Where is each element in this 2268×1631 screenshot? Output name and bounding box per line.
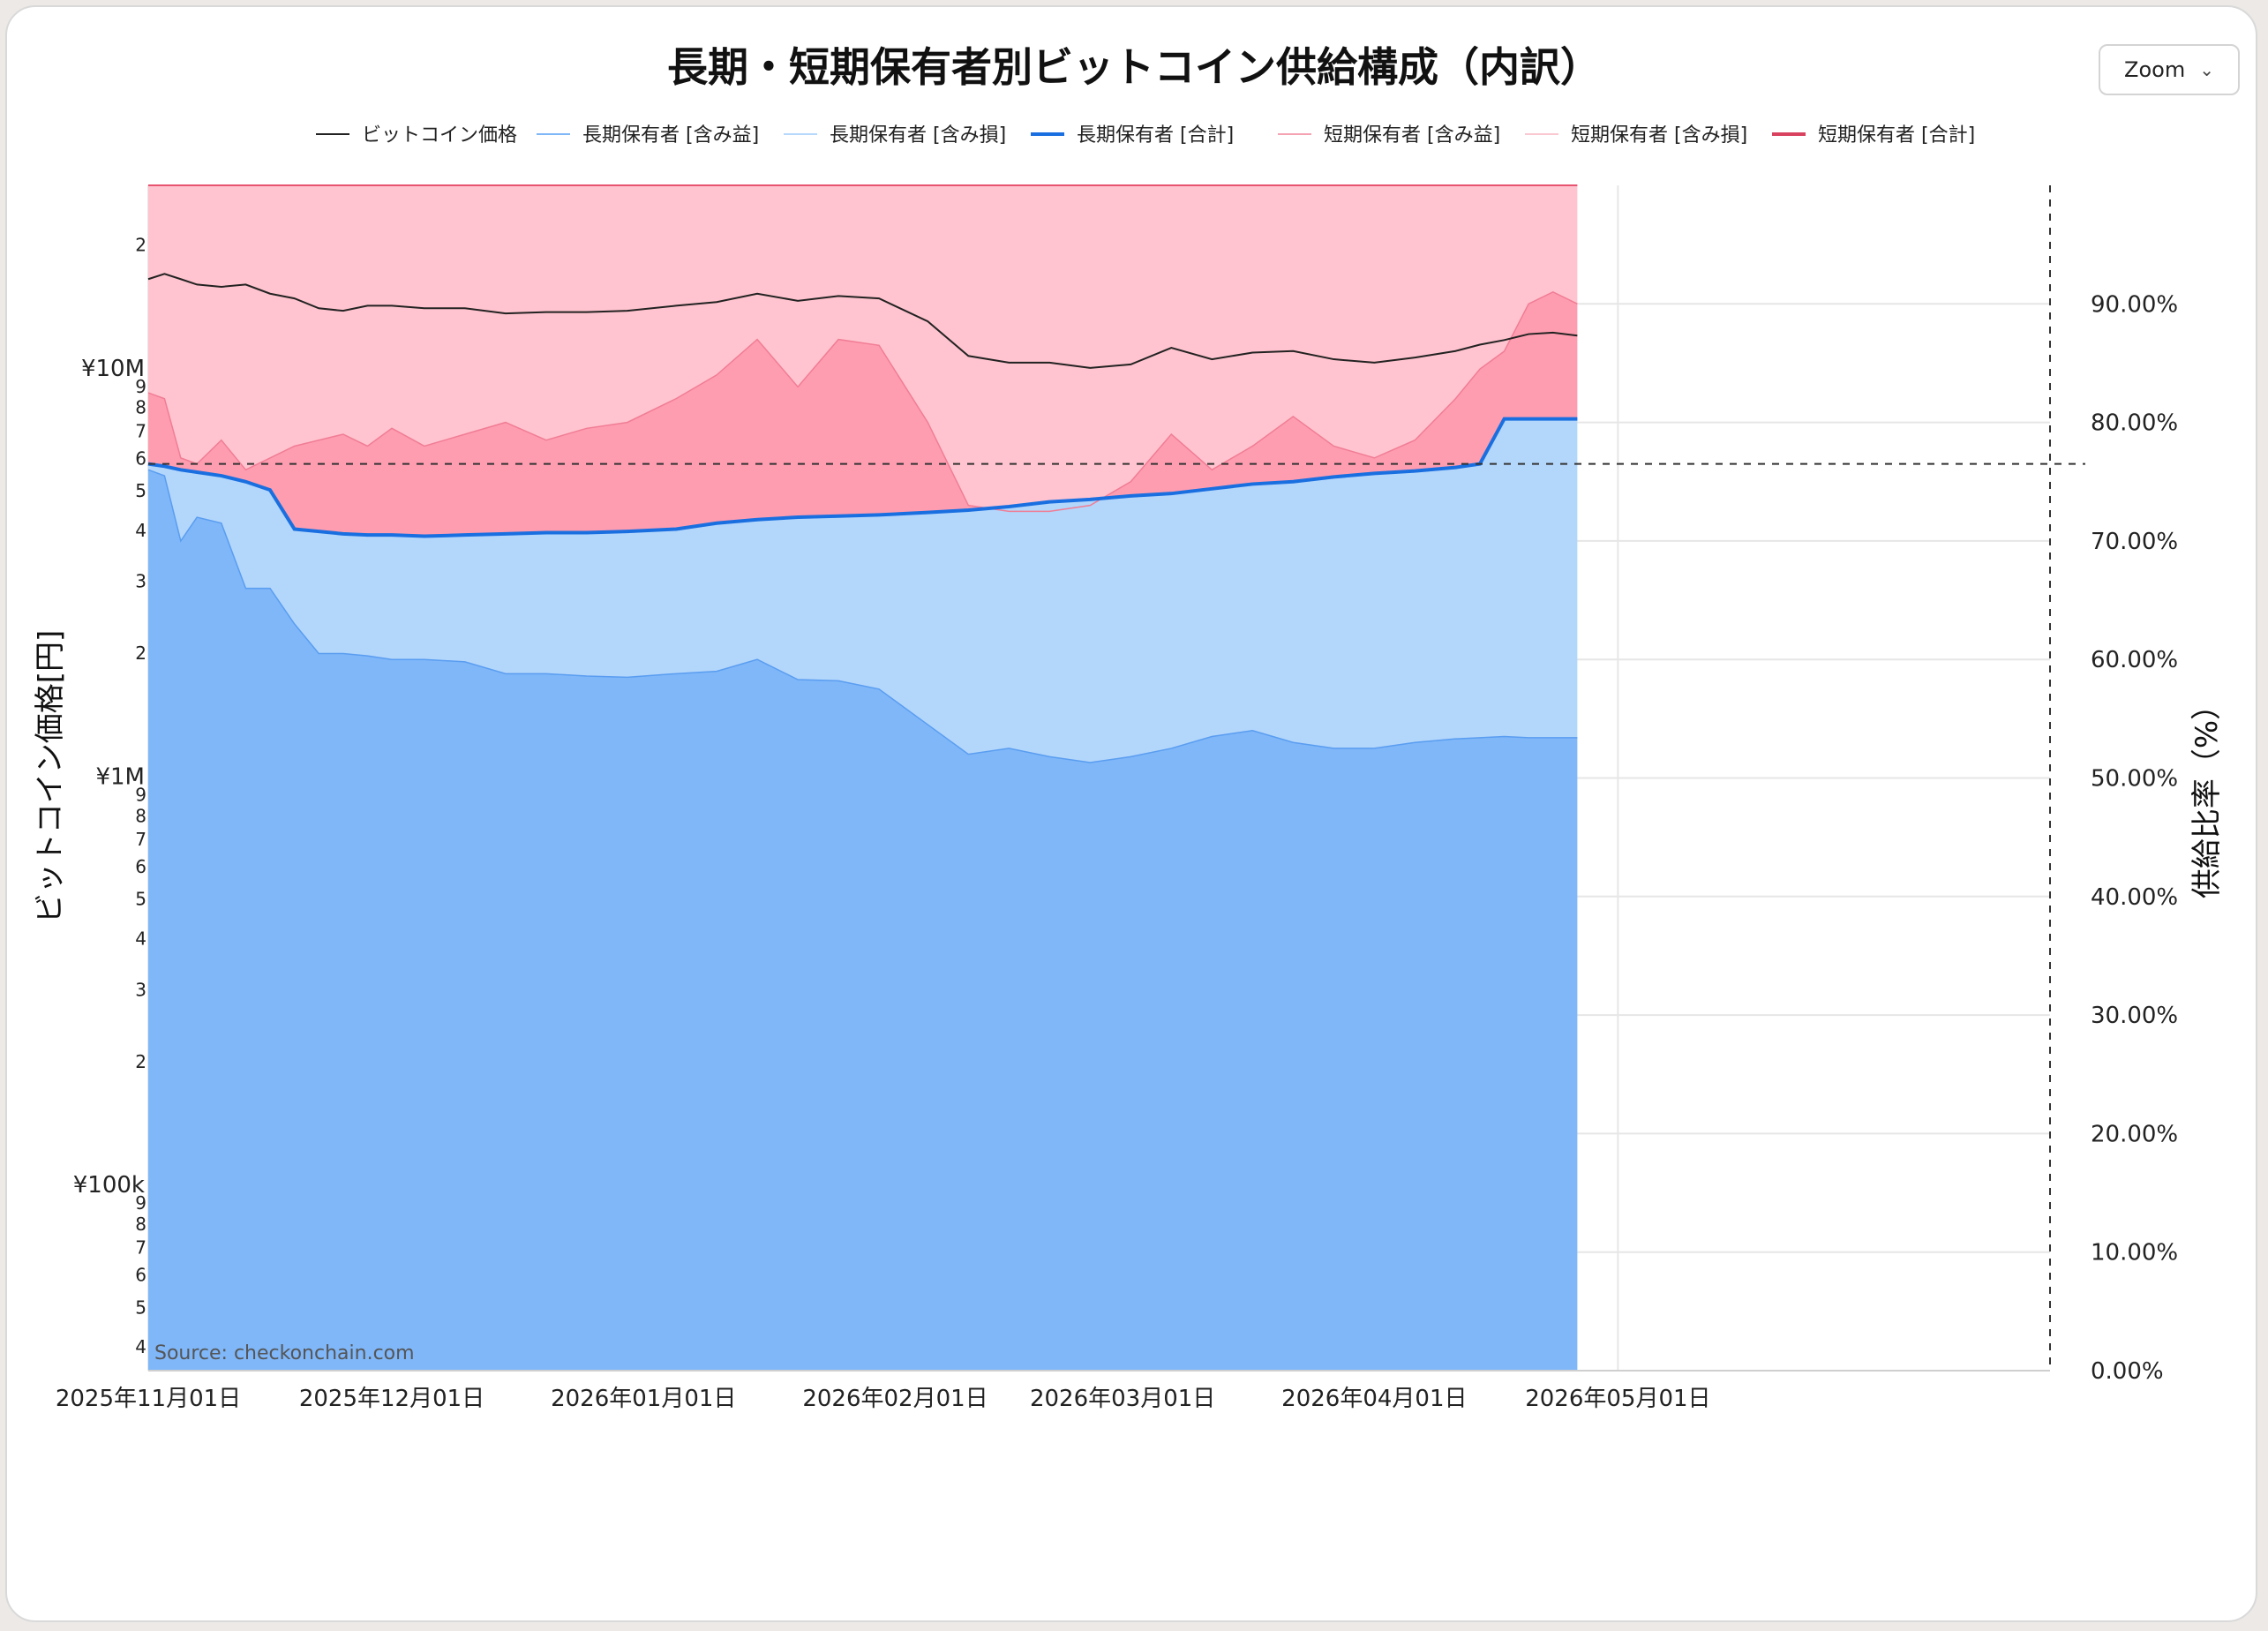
y-left-minor-tick-label: 9 bbox=[135, 1192, 146, 1214]
lth-loss-area bbox=[148, 418, 1578, 763]
y-left-minor-tick-label: 7 bbox=[135, 829, 146, 850]
y-left-tick-label: ¥10M bbox=[81, 356, 145, 382]
y-left-minor-tick-label: 3 bbox=[135, 979, 146, 1000]
y-left-minor-tick-label: 5 bbox=[135, 480, 146, 501]
y-left-minor-tick-label: 6 bbox=[135, 447, 146, 469]
x-tick-label: 2026年01月01日 bbox=[551, 1386, 736, 1412]
legend-label: 短期保有者 [含み損] bbox=[1571, 124, 1747, 147]
y-left-minor-tick-label: 8 bbox=[135, 1214, 146, 1235]
y-left-minor-tick-label: 4 bbox=[135, 928, 146, 950]
x-tick-label: 2025年12月01日 bbox=[299, 1386, 484, 1412]
y-left-minor-tick-label: 4 bbox=[135, 1336, 146, 1357]
chart-title: 長期・短期保有者別ビットコイン供給構成（内訳） bbox=[667, 43, 1601, 91]
y-left-minor-tick-label: 2 bbox=[135, 643, 146, 664]
legend-label: 長期保有者 [含み損] bbox=[830, 124, 1006, 147]
y-right-axis-label: 供給比率（%） bbox=[2189, 690, 2225, 898]
y-left-minor-tick-label: 5 bbox=[135, 1297, 146, 1318]
zoom-button-label: Zoom bbox=[2124, 57, 2186, 82]
lth-total-line bbox=[147, 417, 1578, 538]
y-left-minor-tick-label: 8 bbox=[135, 805, 146, 826]
y-right-tick-label: 30.00% bbox=[2091, 1003, 2178, 1029]
y-left-minor-tick-label: 8 bbox=[135, 397, 146, 418]
y-right-tick-label: 0.00% bbox=[2091, 1358, 2164, 1385]
lth-profit-line bbox=[147, 469, 1578, 763]
x-tick-label: 2026年04月01日 bbox=[1281, 1386, 1467, 1412]
axes: 2025年11月01日 2025年12月01日 2026年01月01日 2026年02… bbox=[56, 235, 2178, 1412]
y-left-minor-tick-label: 3 bbox=[135, 571, 146, 592]
y-left-minor-tick-label: 9 bbox=[135, 376, 146, 397]
legend: ビットコイン価格 長期保有者 [含み益] 長期保有者 [含み損] 長期保有者 [合計]… bbox=[316, 124, 1975, 147]
legend-label: ビットコイン価格 bbox=[362, 124, 517, 147]
legend-label: 長期保有者 [含み益] bbox=[582, 124, 759, 147]
y-right-tick-label: 50.00% bbox=[2091, 766, 2178, 793]
y-left-tick-label: ¥1M bbox=[95, 763, 145, 790]
y-right-tick-label: 40.00% bbox=[2091, 884, 2178, 911]
y-left-minor-tick-label: 7 bbox=[135, 1237, 146, 1259]
source-label: Source: checkonchain.com bbox=[154, 1342, 415, 1364]
y-left-tick-label: ¥100k bbox=[73, 1172, 145, 1199]
y-right-tick-label: 60.00% bbox=[2091, 647, 2178, 673]
y-left-axis-label: ビットコイン価格[円] bbox=[33, 630, 68, 924]
y-left-minor-tick-label: 2 bbox=[135, 235, 146, 256]
y-right-tick-label: 80.00% bbox=[2091, 410, 2178, 437]
legend-label: 短期保有者 [合計] bbox=[1818, 124, 1975, 147]
y-right-tick-label: 20.00% bbox=[2091, 1121, 2178, 1147]
x-tick-label: 2026年02月01日 bbox=[802, 1386, 988, 1412]
x-tick-label: 2026年03月01日 bbox=[1030, 1386, 1215, 1412]
y-left-minor-tick-label: 7 bbox=[135, 421, 146, 442]
y-left-minor-tick-label: 6 bbox=[135, 1265, 146, 1286]
lth-profit-area bbox=[148, 470, 1578, 1371]
legend-label: 短期保有者 [含み益] bbox=[1324, 124, 1500, 147]
sth-loss-area bbox=[148, 185, 1578, 512]
plot-area bbox=[147, 184, 2085, 1372]
x-tick-label: 2025年11月01日 bbox=[56, 1386, 241, 1412]
chevron-down-icon: ⌄ bbox=[2199, 59, 2214, 80]
zoom-button[interactable]: Zoom ⌄ bbox=[2099, 44, 2240, 95]
y-left-minor-tick-label: 6 bbox=[135, 856, 146, 877]
x-tick-label: 2026年05月01日 bbox=[1525, 1386, 1710, 1412]
y-right-tick-label: 90.00% bbox=[2091, 291, 2178, 318]
y-left-minor-tick-label: 5 bbox=[135, 889, 146, 910]
y-left-minor-tick-label: 9 bbox=[135, 785, 146, 806]
y-left-minor-tick-label: 2 bbox=[135, 1051, 146, 1072]
sth-profit-line bbox=[147, 291, 1578, 513]
sth-profit-area bbox=[148, 291, 1578, 537]
y-right-tick-label: 70.00% bbox=[2091, 529, 2178, 555]
y-left-minor-tick-label: 4 bbox=[135, 520, 146, 541]
btc-price-line bbox=[147, 273, 1578, 369]
y-right-tick-label: 10.00% bbox=[2091, 1240, 2178, 1266]
legend-label: 長期保有者 [合計] bbox=[1077, 124, 1234, 147]
